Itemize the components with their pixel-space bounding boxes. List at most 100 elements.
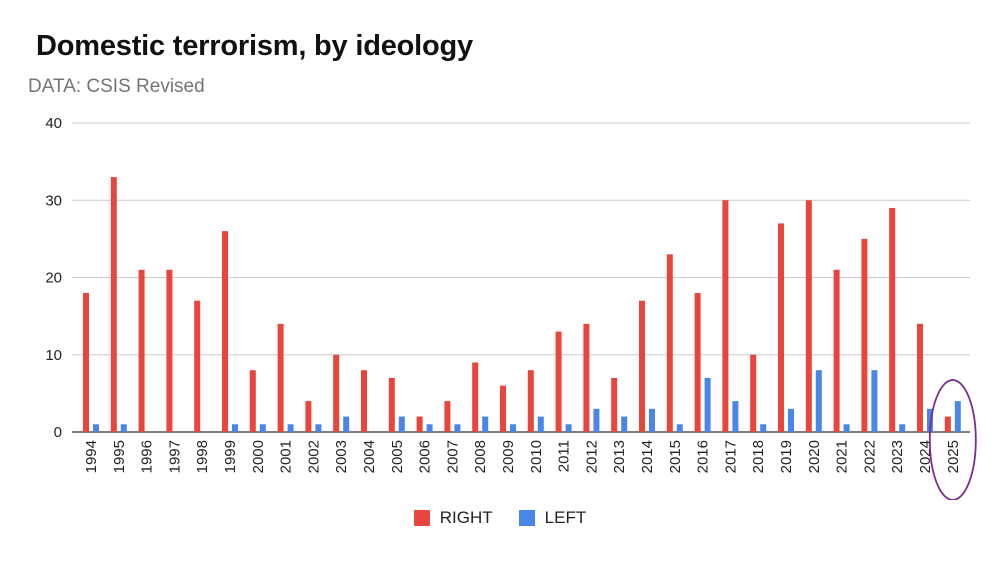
bar-right-2024 [917, 323, 923, 432]
legend-item-left: LEFT [518, 508, 587, 528]
bar-left-2017 [732, 401, 739, 432]
x-tick-label: 2000 [250, 440, 267, 473]
x-tick-label: 2012 [583, 440, 600, 473]
bar-right-2000 [249, 370, 256, 432]
bar-right-1994 [83, 292, 89, 432]
bar-right-2019 [778, 223, 784, 432]
legend-label: LEFT [544, 508, 587, 527]
x-tick-label: 2003 [333, 440, 350, 473]
x-tick-label: 1995 [111, 440, 128, 473]
bar-left-2001 [287, 424, 294, 432]
bar-left-2005 [398, 416, 405, 432]
bar-chart: 0 10 20 30 40 1994 1995 1996 1997 1998 1999 2000 20… [45, 115, 977, 500]
bar-right-2001 [277, 323, 284, 432]
bar-left-2008 [482, 416, 489, 432]
x-tick-label: 2018 [750, 440, 767, 473]
legend-swatch [518, 510, 535, 526]
x-tick-label: 1994 [83, 440, 100, 473]
bar-right-2013 [611, 377, 618, 432]
bar-left-2016 [704, 377, 711, 432]
legend: RIGHT LEFT [0, 508, 1000, 528]
bar-right-2023 [889, 207, 896, 432]
bar-right-1998 [194, 300, 201, 432]
bar-right-2004 [361, 370, 367, 432]
bar-left-1999 [232, 424, 238, 432]
x-tick-label: 2013 [611, 440, 628, 473]
bar-right-1997 [166, 269, 173, 432]
bar-left-1995 [120, 424, 127, 432]
x-tick-label: 1998 [194, 440, 211, 473]
legend-swatch [413, 510, 430, 526]
bar-left-1994 [93, 424, 99, 432]
y-tick-label: 0 [54, 424, 62, 441]
bar-left-2000 [259, 424, 266, 432]
bar-right-2021 [833, 269, 840, 432]
bar-left-2018 [760, 424, 767, 432]
bar-right-2017 [722, 200, 729, 432]
y-tick-label: 10 [45, 347, 62, 364]
bar-right-2015 [666, 254, 673, 432]
x-tick-label: 2006 [417, 440, 434, 473]
bar-left-2006 [426, 424, 433, 432]
bar-left-2023 [899, 424, 906, 432]
x-tick-label: 2017 [722, 440, 739, 473]
x-tick-label: 2002 [305, 440, 322, 473]
bar-right-2018 [750, 354, 757, 432]
x-tick-label: 1997 [166, 440, 183, 473]
annotations [928, 379, 977, 500]
bar-right-1999 [222, 231, 228, 432]
legend-label: RIGHT [439, 508, 493, 527]
bar-right-1996 [138, 269, 145, 432]
bar-left-2009 [510, 424, 516, 432]
x-tick-label: 2001 [278, 440, 295, 473]
bar-left-2002 [315, 424, 322, 432]
x-tick-label: 2023 [889, 440, 906, 473]
x-tick-label: 2020 [806, 440, 823, 473]
bar-right-2006 [416, 416, 423, 432]
bar-right-2007 [444, 401, 451, 432]
y-tick-label: 30 [45, 192, 62, 209]
chart-title: Domestic terrorism, by ideology [36, 30, 473, 62]
bars [83, 177, 961, 432]
x-tick-label: 2019 [778, 440, 795, 473]
y-tick-label: 40 [45, 115, 62, 132]
x-axis-ticks: 1994 1995 1996 1997 1998 1999 2000 2001 2002 2003… [83, 440, 962, 473]
bar-right-2012 [583, 323, 590, 432]
bar-right-2016 [694, 292, 701, 432]
x-tick-label: 2009 [500, 440, 517, 473]
highlight-ellipse [928, 379, 977, 500]
bar-left-2007 [454, 424, 461, 432]
x-tick-label: 2011 [556, 440, 573, 472]
bar-right-2020 [805, 200, 812, 432]
bar-right-2022 [861, 238, 868, 432]
x-tick-label: 2022 [861, 440, 878, 473]
bar-left-2012 [593, 408, 600, 432]
bar-right-2002 [305, 401, 312, 432]
bar-left-2011 [565, 424, 572, 432]
bar-right-2011 [555, 331, 562, 432]
bar-right-2025 [944, 416, 951, 432]
x-tick-label: 2025 [945, 440, 962, 473]
bar-right-2009 [500, 385, 506, 432]
bar-left-2015 [676, 424, 683, 432]
x-tick-label: 1999 [222, 440, 239, 473]
bar-left-2020 [815, 370, 822, 432]
y-axis-ticks: 0 10 20 30 40 [45, 115, 62, 441]
x-tick-label: 2005 [389, 440, 406, 473]
bar-right-2010 [527, 370, 534, 432]
bar-left-2021 [843, 424, 850, 432]
x-tick-label: 2010 [528, 440, 545, 473]
bar-left-2014 [649, 408, 655, 432]
bar-left-2013 [621, 416, 628, 432]
x-tick-label: 2007 [444, 440, 461, 473]
bar-right-2008 [472, 362, 479, 432]
x-tick-label: 2014 [639, 440, 656, 473]
bar-left-2003 [343, 416, 350, 432]
x-tick-label: 2004 [361, 440, 378, 473]
x-tick-label: 2008 [472, 440, 489, 473]
x-tick-label: 2016 [695, 440, 712, 473]
bar-left-2019 [788, 408, 794, 432]
y-tick-label: 20 [45, 270, 62, 287]
bar-left-2024 [927, 408, 933, 432]
x-tick-label: 1996 [139, 440, 156, 473]
